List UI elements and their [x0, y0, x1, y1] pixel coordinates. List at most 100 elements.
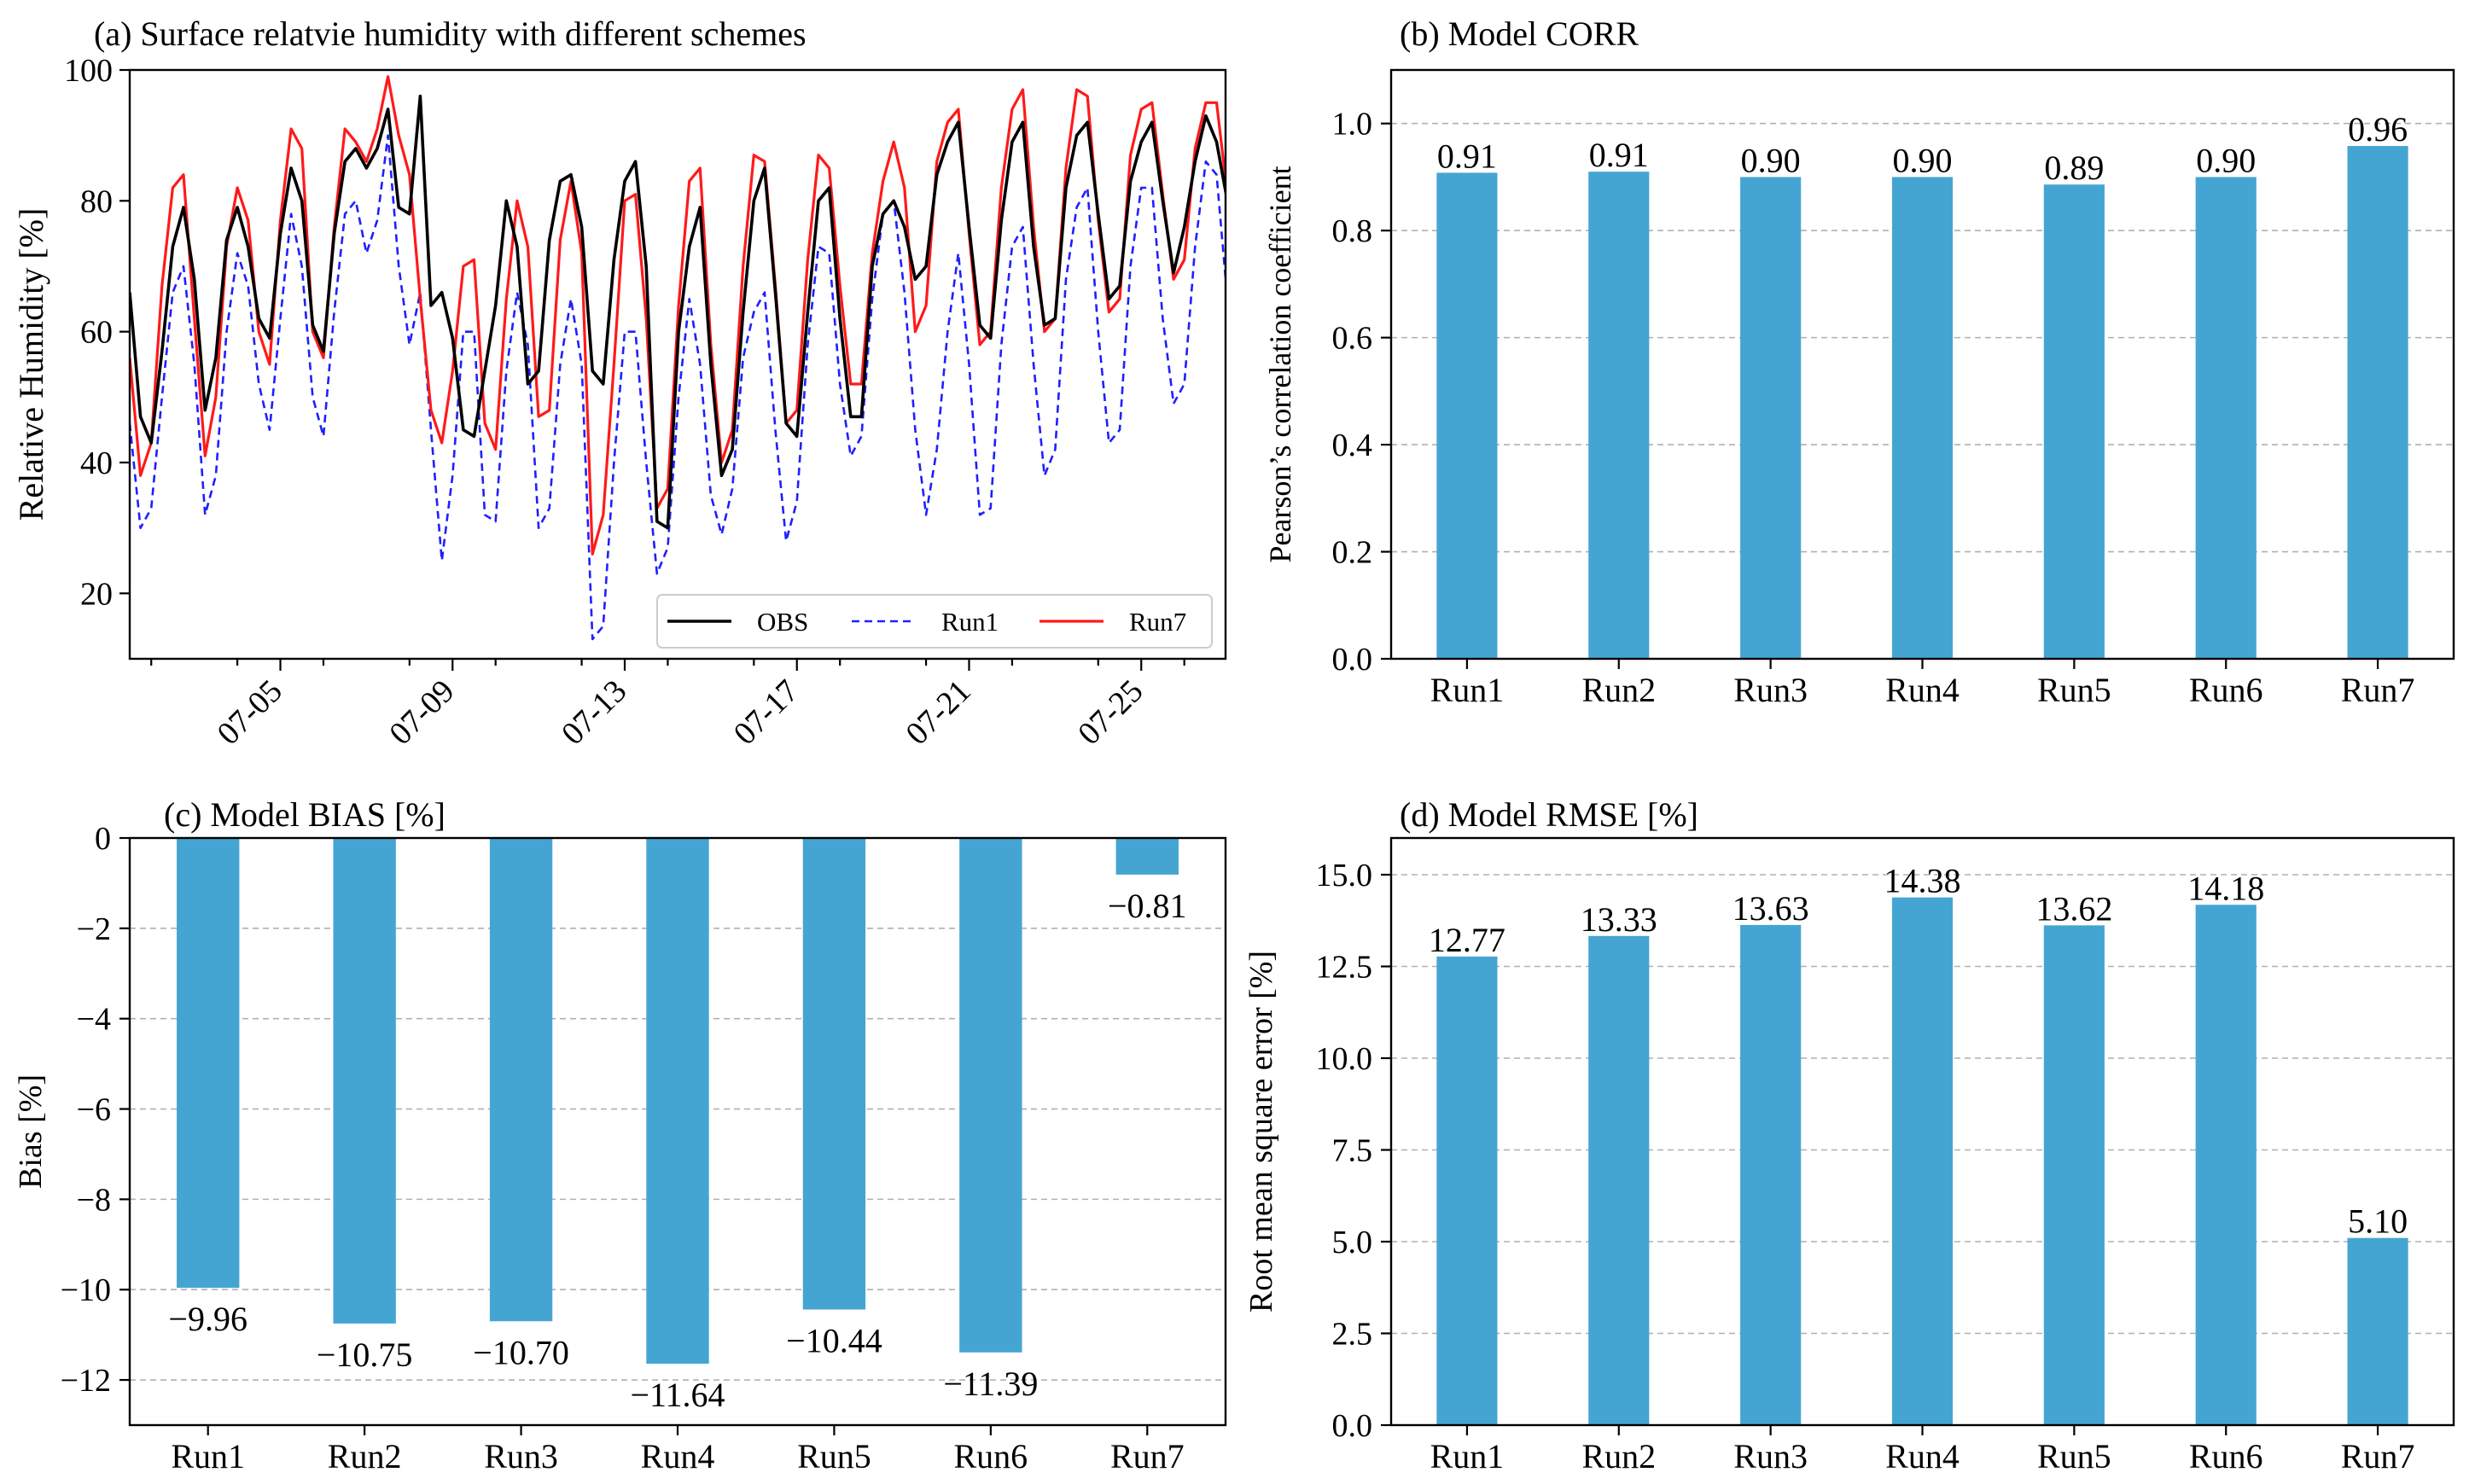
- bar-run5: [802, 838, 866, 1310]
- x-tick-label: Run5: [797, 1437, 871, 1475]
- data-label: 13.62: [2035, 889, 2112, 928]
- data-label: 14.18: [2187, 869, 2264, 907]
- x-tick-label: 07-05: [210, 673, 288, 752]
- x-tick-label: Run1: [1430, 671, 1505, 709]
- y-tick-label: 1.0: [1332, 107, 1373, 143]
- bar-run2: [1588, 935, 1650, 1425]
- data-label: −9.96: [168, 1300, 248, 1338]
- data-label: 0.96: [2348, 110, 2408, 148]
- series-line-obs: [130, 94, 1226, 530]
- bar-run5: [2043, 925, 2105, 1425]
- bar-run4: [1891, 177, 1954, 660]
- y-tick-label: 15.0: [1316, 858, 1373, 893]
- data-label: 0.90: [2196, 141, 2256, 179]
- bar-run4: [646, 838, 709, 1365]
- x-tick-label: Run6: [2189, 671, 2263, 709]
- data-label: 0.91: [1589, 136, 1649, 174]
- y-tick-label: 100: [64, 53, 113, 89]
- data-label: 12.77: [1429, 921, 1505, 959]
- y-tick-label: −8: [77, 1182, 111, 1218]
- data-label: −10.44: [786, 1322, 882, 1360]
- data-label: 0.91: [1437, 137, 1497, 175]
- data-label: −11.39: [943, 1365, 1038, 1403]
- x-tick-label: Run4: [1885, 1437, 1960, 1475]
- legend: OBS Run1 Run7: [656, 594, 1213, 649]
- axes-frame: [1389, 836, 2455, 1427]
- panel-a-title: (a) Surface relatvie humidity with diffe…: [94, 15, 807, 53]
- y-tick-label: 12.5: [1316, 950, 1373, 986]
- x-tick-label: Run3: [1733, 671, 1808, 709]
- x-tick-label: Run2: [328, 1437, 402, 1475]
- y-axis-label: Relative Humidity [%]: [12, 208, 50, 521]
- y-axis-label: Bias [%]: [13, 1074, 49, 1189]
- x-tick-label: Run5: [2037, 1437, 2111, 1475]
- y-tick-label: 0.8: [1332, 213, 1373, 249]
- x-tick-label: 07-13: [555, 673, 633, 752]
- x-tick-label: 07-09: [382, 673, 461, 752]
- y-tick-label: 5.0: [1332, 1225, 1373, 1260]
- y-tick-label: 80: [80, 183, 113, 219]
- bar-run1: [1436, 172, 1498, 659]
- bar-run3: [489, 838, 553, 1322]
- x-tick-label: 07-17: [727, 673, 806, 752]
- x-tick-label: Run7: [2341, 671, 2415, 709]
- y-axis-label: Pearson’s correlation coefficient: [1263, 166, 1297, 562]
- x-tick-label: Run6: [954, 1437, 1028, 1475]
- y-tick-label: −12: [61, 1363, 111, 1399]
- data-label: −10.70: [473, 1333, 569, 1371]
- y-axis-label: Root mean square error [%]: [1243, 951, 1279, 1312]
- legend-label: Run1: [941, 607, 999, 637]
- data-label: 0.89: [2044, 148, 2104, 187]
- data-label: −0.81: [1108, 887, 1187, 925]
- bar-run7: [2347, 1237, 2408, 1425]
- panel-c-bar-chart: 0 −2 −4 −6 −8 −10 −12 Run1 −9.96 Run2 −10.75 Run3 −1…: [13, 821, 1227, 1475]
- axes-frame: [1389, 68, 2455, 661]
- data-label: 5.10: [2348, 1202, 2408, 1241]
- y-tick-label: 20: [80, 576, 113, 612]
- data-label: 14.38: [1884, 862, 1961, 900]
- bar-run1: [1436, 956, 1498, 1425]
- y-tick-label: −6: [77, 1092, 111, 1128]
- data-label: 13.33: [1581, 900, 1657, 939]
- x-tick-label: Run4: [1885, 671, 1960, 709]
- x-tick-label: Run3: [484, 1437, 558, 1475]
- data-label: −10.75: [317, 1336, 413, 1374]
- x-tick-label: Run6: [2189, 1437, 2263, 1475]
- panel-d-title: (d) Model RMSE [%]: [1400, 795, 1698, 834]
- y-tick-label: 40: [80, 445, 113, 481]
- bar-run4: [1891, 897, 1954, 1425]
- y-tick-label: 0.2: [1332, 535, 1373, 571]
- bar-run6: [2195, 177, 2257, 660]
- panel-d-bar-chart: 0.0 2.5 5.0 7.5 10.0 12.5 15.0 Run1 12.77 Run2 13.…: [1243, 836, 2455, 1475]
- panel-a-line-chart: 20 40 60 80 100 07-05 07-09 07-13 07-17 07-21 07-2…: [12, 53, 1227, 752]
- x-tick-label: Run5: [2037, 671, 2111, 709]
- bar-run5: [2043, 184, 2105, 660]
- series-line-run1: [130, 134, 1226, 641]
- y-tick-label: −4: [77, 1002, 111, 1038]
- y-tick-label: −10: [61, 1272, 111, 1308]
- y-tick-label: 0.4: [1332, 428, 1373, 463]
- data-label: 0.90: [1741, 141, 1801, 179]
- bar-run6: [959, 838, 1022, 1353]
- y-tick-label: 0.6: [1332, 321, 1373, 357]
- legend-box: [656, 594, 1213, 649]
- bar-run6: [2195, 905, 2257, 1425]
- axes-frame: [128, 68, 1227, 661]
- bar-run3: [1740, 177, 1802, 660]
- x-tick-label: Run7: [1110, 1437, 1185, 1475]
- x-tick-label: Run4: [641, 1437, 715, 1475]
- y-tick-label: −2: [77, 911, 111, 947]
- bar-run1: [177, 838, 240, 1289]
- x-tick-label: 07-25: [1071, 673, 1150, 752]
- panel-b-bar-chart: 0.0 0.2 0.4 0.6 0.8 1.0 Run1 0.91 Run2 0.91 Run3 0.…: [1263, 68, 2455, 709]
- data-label: 0.90: [1893, 141, 1953, 179]
- panel-c-title: (c) Model BIAS [%]: [164, 795, 446, 834]
- y-tick-label: 10.0: [1316, 1041, 1373, 1077]
- legend-label: OBS: [757, 607, 808, 637]
- y-tick-label: 0.0: [1332, 642, 1373, 678]
- x-tick-label: Run2: [1581, 671, 1656, 709]
- bar-run7: [1115, 838, 1179, 875]
- y-tick-label: 7.5: [1332, 1133, 1373, 1169]
- bar-run2: [333, 838, 396, 1324]
